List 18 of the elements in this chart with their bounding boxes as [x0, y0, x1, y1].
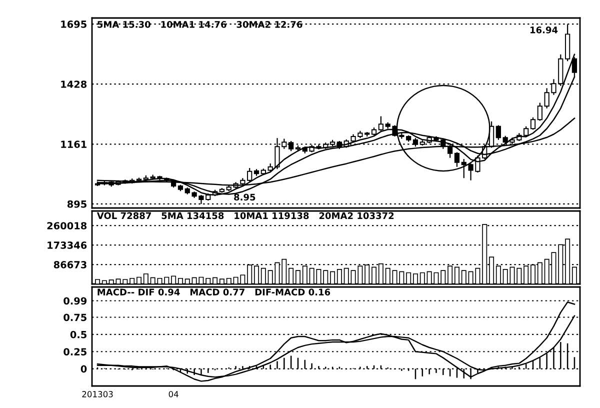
y-tick-label: 895: [67, 200, 86, 208]
y-tick-label: 0.25: [64, 348, 86, 356]
chart-title: VOL 72887 5MA 134158 10MA1 119138 20MA2 103372: [96, 212, 394, 220]
y-tick-label: 173346: [48, 242, 87, 249]
chart-title: MACD-- DIF 0.94 MACD 0.77 DIF-MACD 0.16: [98, 288, 330, 296]
y-tick-label: 1428: [61, 80, 87, 88]
y-tick-label: 1695: [61, 20, 86, 28]
y-tick-label: 0.75: [64, 314, 86, 322]
annotation: 8.95: [234, 194, 256, 201]
y-tick-label: 0.99: [64, 297, 87, 305]
annotation: 16.94: [530, 26, 558, 34]
y-tick-label: 0: [80, 365, 87, 373]
x-tick-label: 201303: [82, 391, 113, 398]
y-tick-label: 1161: [61, 140, 86, 148]
y-tick-label: 260018: [47, 222, 87, 230]
y-tick-label: 86673: [54, 261, 86, 268]
x-tick-label: 04: [168, 391, 178, 398]
y-tick-label: 0.5: [70, 330, 86, 338]
